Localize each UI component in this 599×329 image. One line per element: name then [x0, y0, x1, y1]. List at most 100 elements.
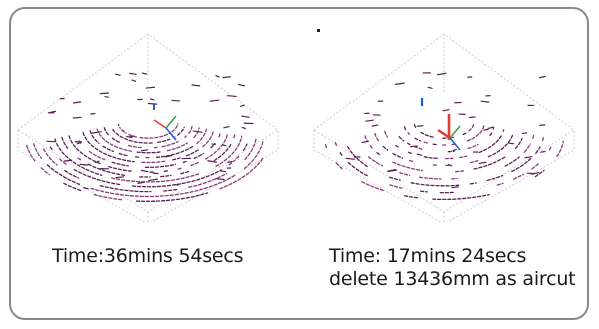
- cut-pass: [548, 145, 552, 151]
- cut-pass: [469, 182, 477, 185]
- comparison-panel: [9, 7, 589, 320]
- cut-segment: [192, 130, 203, 133]
- cut-pass: [182, 160, 188, 164]
- cut-pass: [128, 133, 138, 138]
- cut-pass: [473, 156, 506, 170]
- cut-pass: [54, 138, 103, 176]
- cut-segment: [361, 140, 369, 144]
- cut-segment: [371, 124, 379, 127]
- cut-pass: [467, 143, 479, 150]
- cut-pass: [242, 143, 248, 152]
- cut-pass: [504, 156, 520, 167]
- cut-segment: [480, 100, 490, 103]
- cut-segment: [219, 170, 227, 173]
- cut-pass: [384, 130, 389, 138]
- cut-pass: [511, 158, 532, 173]
- cut-pass: [205, 132, 229, 160]
- cut-pass: [139, 132, 171, 139]
- cut-pass: [228, 155, 240, 166]
- cut-pass: [108, 165, 132, 172]
- stock-outline-lower: [17, 130, 279, 222]
- cut-pass: [119, 126, 121, 129]
- cut-segment: [468, 116, 476, 119]
- cut-pass: [556, 140, 564, 158]
- cut-segment: [79, 163, 89, 166]
- cut-segment: [115, 73, 121, 76]
- cut-pass: [392, 161, 424, 172]
- cut-segment: [239, 104, 245, 107]
- cut-segment: [209, 99, 220, 102]
- cut-pass: [392, 152, 404, 159]
- cut-pass: [96, 128, 132, 152]
- stray-dot: [317, 29, 320, 32]
- cut-pass: [90, 173, 237, 198]
- cut-pass: [410, 182, 460, 187]
- cut-pass: [33, 143, 42, 159]
- cut-segment: [442, 109, 450, 112]
- cut-pass: [404, 195, 420, 199]
- cut-pass: [335, 162, 345, 171]
- cut-pass: [339, 152, 344, 157]
- cut-segment: [83, 187, 89, 190]
- stock-outline: [313, 33, 575, 213]
- cut-pass: [131, 169, 222, 188]
- axis-z-icon: [449, 137, 461, 151]
- right-caption-block: Time: 17mins 24secs delete 13436mm as ai…: [329, 245, 576, 291]
- cut-segment: [483, 128, 489, 131]
- cut-pass: [244, 138, 257, 160]
- cut-segment: [394, 82, 405, 85]
- toolpath-group: [26, 72, 265, 202]
- cut-pass: [155, 145, 194, 158]
- cut-pass: [432, 143, 439, 146]
- cut-pass: [93, 193, 123, 201]
- cut-pass: [157, 138, 171, 144]
- cut-pass: [26, 144, 36, 162]
- cut-pass: [111, 173, 200, 183]
- cut-segment: [221, 144, 227, 147]
- cut-segment: [164, 155, 173, 158]
- cut-segment: [388, 168, 397, 172]
- cut-pass: [324, 144, 328, 150]
- cut-pass: [459, 155, 468, 159]
- cut-pass: [361, 181, 386, 192]
- cut-pass: [188, 172, 228, 188]
- cut-segment: [141, 72, 148, 75]
- cut-pass: [215, 135, 243, 167]
- cut-pass: [534, 169, 545, 178]
- cut-pass: [88, 150, 106, 161]
- cut-pass: [77, 157, 82, 161]
- cut-segment: [115, 176, 125, 179]
- cut-pass: [407, 151, 413, 155]
- cut-pass: [160, 174, 172, 178]
- cut-pass: [376, 151, 381, 156]
- cut-pass: [180, 170, 191, 175]
- cut-pass: [136, 151, 163, 154]
- cut-pass: [413, 123, 417, 129]
- cut-segment: [365, 119, 374, 122]
- cut-segment: [241, 115, 250, 118]
- cut-pass: [190, 161, 200, 167]
- cut-pass: [513, 173, 525, 180]
- cut-segment: [137, 181, 146, 184]
- cut-pass: [73, 168, 122, 186]
- cut-pass: [389, 176, 401, 181]
- cut-pass: [414, 137, 421, 142]
- right-aircut-caption: delete 13436mm as aircut: [329, 268, 576, 290]
- cut-pass: [177, 126, 185, 136]
- cut-pass: [171, 123, 179, 133]
- cut-segment: [521, 132, 528, 135]
- cut-pass: [193, 152, 205, 160]
- cut-segment: [227, 161, 233, 163]
- stock-outline: [17, 33, 279, 213]
- cut-pass: [407, 142, 411, 146]
- cut-pass: [408, 159, 414, 163]
- cut-pass: [487, 133, 514, 158]
- cut-pass: [395, 144, 399, 148]
- cut-pass: [413, 145, 423, 150]
- cut-pass: [532, 134, 535, 140]
- cut-segment: [531, 172, 540, 175]
- cut-segment: [223, 125, 230, 129]
- cut-pass: [111, 137, 121, 144]
- axis-y-icon: [449, 125, 461, 139]
- cut-segment: [451, 186, 459, 189]
